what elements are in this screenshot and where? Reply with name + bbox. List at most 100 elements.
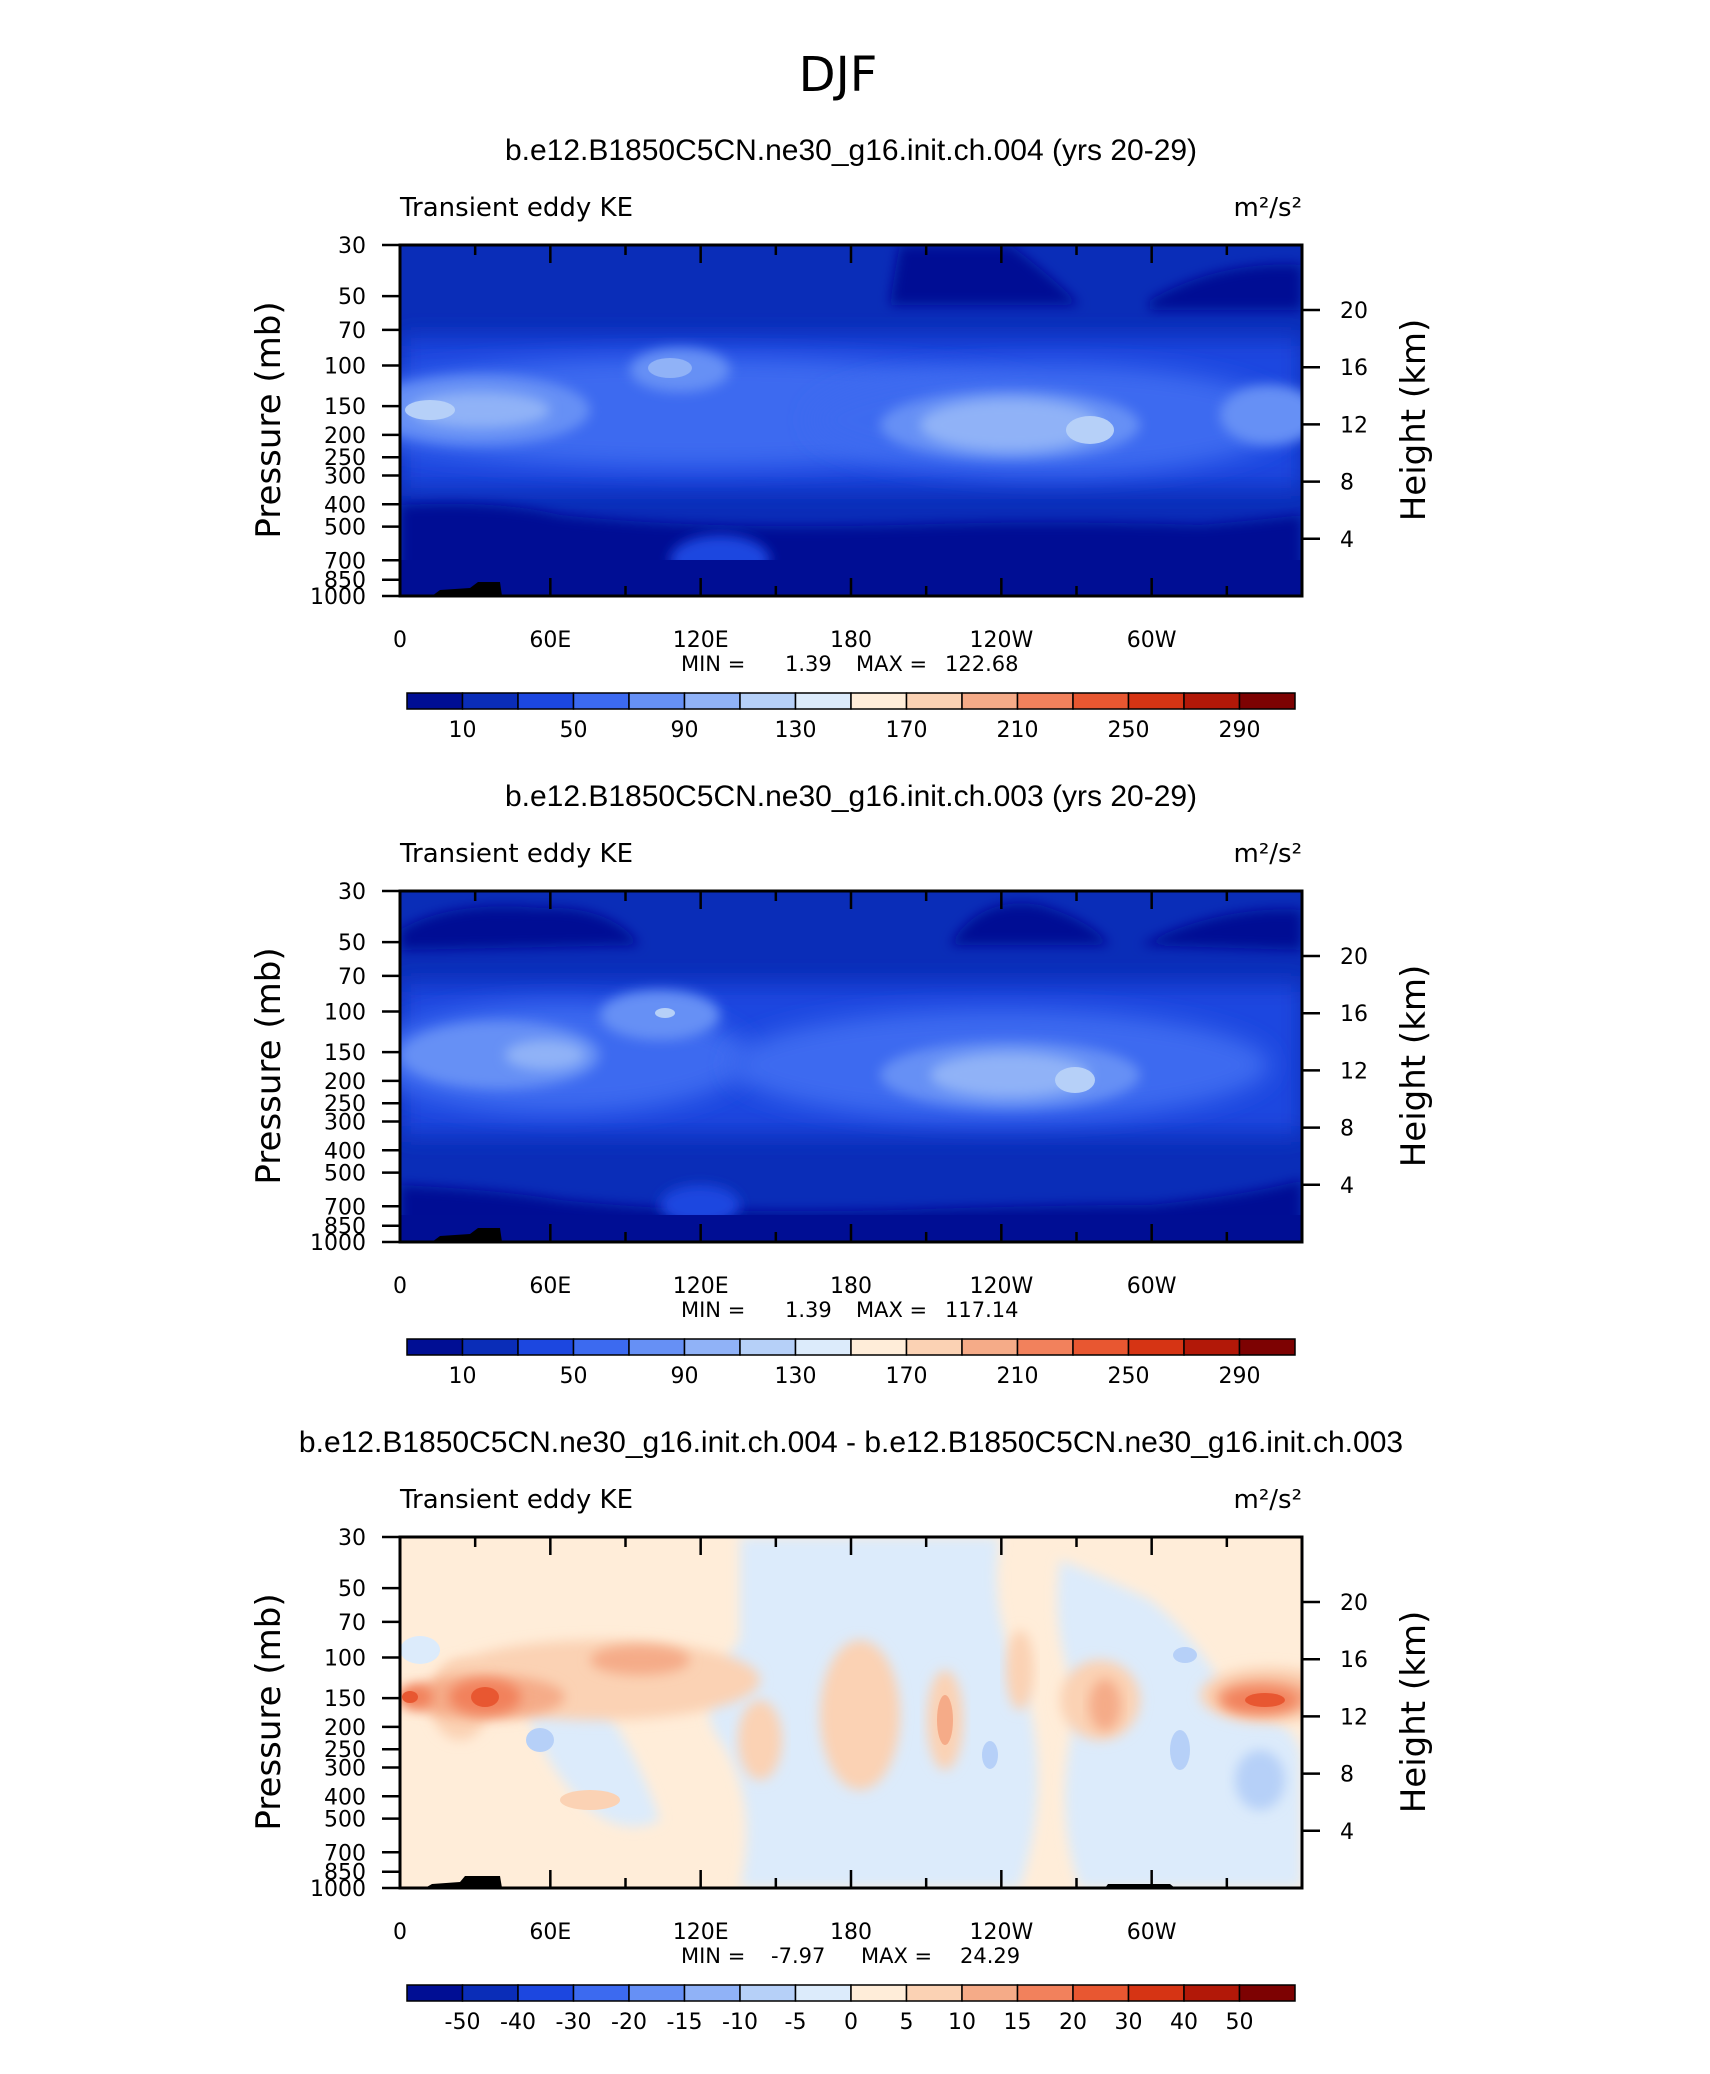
colorbar-swatch: [905, 1984, 963, 2002]
colorbar-label: -15: [667, 2010, 703, 2035]
colorbar-swatch: [572, 1984, 630, 2002]
colorbar-label: -10: [722, 2010, 758, 2035]
panel-2-max-label: MAX =: [856, 1298, 927, 1322]
colorbar-swatch: [1072, 692, 1130, 710]
panel-1-min-value: 1.39: [785, 652, 832, 676]
colorbar-label: 250: [1108, 1364, 1150, 1389]
colorbar-label: -40: [500, 2010, 536, 2035]
field-band: [950, 903, 1110, 945]
colorbar-swatch: [572, 1338, 630, 1356]
field-band: [1150, 264, 1302, 310]
colorbar-swatch: [739, 692, 797, 710]
panel-3-ylabel: Pressure (mb): [249, 1593, 289, 1830]
field-band: [1220, 385, 1302, 445]
colorbar-label: 210: [997, 718, 1039, 743]
colorbar-label: 20: [1059, 2010, 1087, 2035]
colorbar-label: 250: [1108, 718, 1150, 743]
panel-3-min-value: -7.97: [771, 1944, 825, 1968]
x-tick-label: 60W: [1127, 628, 1177, 653]
panel-1-ylabel: Pressure (mb): [249, 301, 289, 538]
y-tick-label: 700: [324, 549, 366, 574]
field-band: [930, 1053, 1090, 1097]
colorbar-swatch: [517, 692, 575, 710]
panel-1-topography: [432, 582, 502, 596]
x-tick-label: 60E: [529, 628, 571, 653]
x-tick-label: 60E: [529, 1920, 571, 1945]
y-tick-label: 100: [324, 355, 366, 380]
colorbar-swatch: [850, 692, 908, 710]
panel-2-min-label: MIN =: [681, 1298, 745, 1322]
panel-3-ylabel-right: Height (km): [1394, 1611, 1434, 1814]
panel-1-field-label: Transient eddy KE: [399, 193, 633, 223]
colorbar-label: -5: [785, 2010, 807, 2035]
panel-3-title: b.e12.B1850C5CN.ne30_g16.init.ch.004 - b…: [299, 1426, 1403, 1459]
x-tick-label: 180: [830, 628, 872, 653]
colorbar-swatch: [628, 1984, 686, 2002]
panel-1-colorbar: 10 50 90 130 170 210 250 290: [406, 692, 1296, 743]
panel-3-y-right-ticks: 20 16 12 8 4: [1302, 1591, 1368, 1845]
x-tick-label: 180: [830, 1920, 872, 1945]
y-tick-label: 400: [324, 493, 366, 518]
field-band: [410, 392, 550, 428]
y-right-tick-label: 16: [1340, 1648, 1368, 1673]
y-tick-label: 200: [324, 1716, 366, 1741]
y-tick-label: 850: [324, 1215, 366, 1240]
x-tick-label: 0: [393, 628, 407, 653]
x-tick-label: 180: [830, 1274, 872, 1299]
field-band: [1057, 1560, 1302, 1888]
panel-2-min-value: 1.39: [785, 1298, 832, 1322]
colorbar-swatch: [572, 692, 630, 710]
panel-2-colorbar: 10 50 90 130 170 210 250 290: [406, 1338, 1296, 1389]
colorbar-swatch: [961, 1338, 1019, 1356]
colorbar-swatch: [1238, 692, 1296, 710]
colorbar-swatch: [794, 692, 852, 710]
x-tick-label: 60W: [1127, 1920, 1177, 1945]
y-tick-label: 400: [324, 1785, 366, 1810]
panel-2-max-value: 117.14: [945, 1298, 1018, 1322]
y-tick-label: 850: [324, 569, 366, 594]
panel-2-x-ticks: 0 60E 120E 180 120W 60W: [393, 891, 1229, 1299]
colorbar-swatch: [1238, 1984, 1296, 2002]
panel-3-max-value: 24.29: [960, 1944, 1020, 1968]
field-band: [1006, 1630, 1034, 1710]
field-band: [890, 245, 1080, 305]
field-band: [1089, 1679, 1121, 1731]
y-right-tick-label: 20: [1340, 1591, 1368, 1616]
colorbar-swatch: [961, 692, 1019, 710]
field-band: [648, 358, 692, 378]
y-tick-label: 200: [324, 424, 366, 449]
panel-3-field-label: Transient eddy KE: [399, 1485, 633, 1515]
x-tick-label: 60E: [529, 1274, 571, 1299]
panel-2-title: b.e12.B1850C5CN.ne30_g16.init.ch.003 (yr…: [505, 780, 1197, 813]
colorbar-label: 90: [671, 718, 699, 743]
y-right-tick-label: 4: [1340, 528, 1354, 553]
y-right-tick-label: 4: [1340, 1174, 1354, 1199]
y-tick-label: 300: [324, 1756, 366, 1781]
colorbar-label: 10: [449, 1364, 477, 1389]
x-tick-label: 120E: [673, 1920, 729, 1945]
panel-1-max-label: MAX =: [856, 652, 927, 676]
colorbar-swatch: [1183, 1984, 1241, 2002]
colorbar-swatch: [1183, 1338, 1241, 1356]
y-tick-label: 300: [324, 1110, 366, 1135]
colorbar-swatch: [461, 1338, 519, 1356]
panel-3-units: m²/s²: [1234, 1485, 1302, 1515]
y-tick-label: 150: [324, 1041, 366, 1066]
colorbar-label: 40: [1170, 2010, 1198, 2035]
y-tick-label: 850: [324, 1861, 366, 1886]
colorbar-swatch: [1127, 1984, 1185, 2002]
colorbar-swatch: [406, 1338, 464, 1356]
y-right-tick-label: 12: [1340, 413, 1368, 438]
field-band: [1245, 1693, 1285, 1707]
field-band: [405, 400, 455, 420]
field-band: [1170, 1730, 1190, 1770]
y-tick-label: 700: [324, 1195, 366, 1220]
colorbar-label: 290: [1219, 1364, 1261, 1389]
panel-1-y-right-ticks: 20 16 12 8 4: [1302, 299, 1368, 553]
colorbar-swatch: [1072, 1338, 1130, 1356]
colorbar-label: 210: [997, 1364, 1039, 1389]
y-right-tick-label: 12: [1340, 1705, 1368, 1730]
y-tick-label: 100: [324, 1001, 366, 1026]
y-tick-label: 200: [324, 1070, 366, 1095]
